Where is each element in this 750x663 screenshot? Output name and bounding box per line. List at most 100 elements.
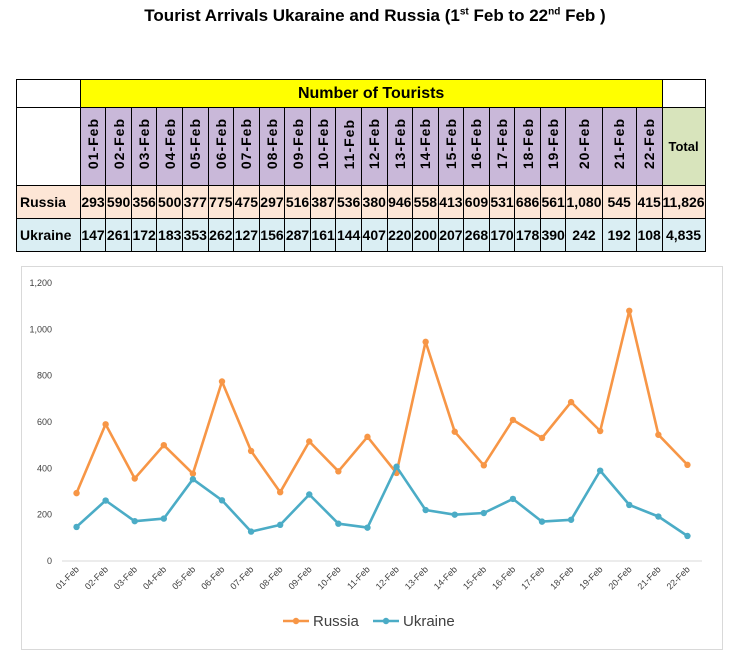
- data-point-ukraine: [335, 520, 342, 527]
- title-prefix: Tourist Arrivals Ukaraine and Russia (1: [144, 6, 460, 25]
- x-tick-label: 20-Feb: [606, 564, 633, 591]
- y-tick-label: 0: [47, 556, 52, 566]
- data-point-russia: [189, 470, 197, 477]
- x-tick-label: 13-Feb: [403, 564, 430, 591]
- table-header-row: Number of Tourists: [16, 79, 750, 108]
- x-tick-label: 02-Feb: [83, 564, 110, 591]
- date-header-label: 10-Feb: [315, 118, 332, 170]
- x-tick-label: 05-Feb: [170, 564, 197, 591]
- data-point-russia: [102, 421, 109, 428]
- date-header-cell: 17-Feb: [488, 107, 516, 186]
- data-point-russia: [364, 433, 371, 441]
- line-chart-svg: 0 200 400 600 800 1,000 1,200 01-Feb 02-Feb 03-Fe…: [29, 278, 702, 630]
- data-point-ukraine: [364, 524, 371, 531]
- date-header-cell: 10-Feb: [309, 107, 337, 186]
- series-line-ukraine: [75, 465, 689, 538]
- date-header-label: 12-Feb: [366, 118, 383, 170]
- y-tick-label: 800: [37, 371, 52, 381]
- data-point-ukraine: [596, 467, 604, 474]
- data-point-ukraine: [393, 463, 400, 470]
- table-cell: 609: [463, 185, 490, 219]
- data-point-ukraine: [131, 517, 138, 525]
- table-cell: 207: [437, 218, 465, 252]
- title-sup-2: nd: [548, 6, 561, 18]
- date-header-label: 14-Feb: [417, 118, 434, 170]
- table-cell: 475: [233, 185, 260, 219]
- date-header-label: 16-Feb: [468, 118, 485, 170]
- date-header-cell: 14-Feb: [412, 107, 439, 186]
- x-tick-label: 04-Feb: [141, 564, 168, 591]
- table-cell: 356: [130, 185, 158, 219]
- date-header-cell: 03-Feb: [130, 107, 158, 186]
- total-header: Total: [661, 107, 706, 186]
- data-point-ukraine: [626, 501, 633, 509]
- title-sup-1: st: [459, 6, 469, 18]
- date-header-label: 17-Feb: [494, 118, 511, 170]
- data-point-russia: [684, 461, 691, 469]
- table-cell: 946: [386, 185, 414, 219]
- date-header-cell: 01-Feb: [79, 107, 107, 186]
- table-cell: 545: [601, 185, 637, 219]
- date-header-cell: 15-Feb: [437, 107, 465, 186]
- data-point-ukraine: [276, 521, 284, 529]
- date-header-label: 05-Feb: [187, 118, 204, 170]
- x-tick-label: 12-Feb: [374, 564, 401, 591]
- data-point-russia: [655, 431, 662, 438]
- table-cell: 536: [335, 185, 362, 219]
- data-point-ukraine: [160, 515, 168, 522]
- date-header-label: 02-Feb: [110, 118, 127, 170]
- data-point-russia: [335, 468, 342, 475]
- date-header-cell: 08-Feb: [258, 107, 286, 186]
- table-cell: 775: [207, 185, 235, 219]
- date-header-cell: 16-Feb: [463, 107, 490, 186]
- table-cell: 407: [360, 218, 388, 252]
- table-cell: 1,080: [565, 185, 603, 219]
- date-header-label: 07-Feb: [238, 118, 255, 170]
- date-header-cell: 09-Feb: [284, 107, 311, 186]
- date-header-label: 19-Feb: [545, 118, 562, 170]
- table-cell: 108: [635, 218, 663, 252]
- date-header-cell: 18-Feb: [514, 107, 541, 186]
- legend-label-ukraine: Ukraine: [403, 613, 455, 630]
- table-cell: 377: [182, 185, 209, 219]
- data-point-russia: [247, 447, 255, 455]
- y-tick-label: 200: [37, 510, 52, 520]
- date-header-cell: 19-Feb: [539, 107, 567, 186]
- table-cell: 161: [309, 218, 337, 252]
- table-row: Russia 293 590 356 500 377 775 475 297 516 387 536 3…: [16, 185, 750, 219]
- data-point-russia: [306, 438, 313, 445]
- data-point-russia: [538, 434, 546, 442]
- date-header-label: 06-Feb: [212, 118, 229, 170]
- date-header-cell: 12-Feb: [360, 107, 388, 186]
- table-cell: 147: [79, 218, 107, 252]
- data-point-ukraine: [73, 523, 80, 531]
- data-point-russia: [596, 427, 604, 435]
- date-header-label: 11-Feb: [340, 118, 357, 170]
- table-cell: 156: [258, 218, 286, 252]
- x-tick-label: 07-Feb: [228, 564, 255, 591]
- data-point-russia: [567, 398, 575, 406]
- date-header-label: 09-Feb: [289, 118, 306, 170]
- table-cell: 558: [412, 185, 439, 219]
- date-header-label: 20-Feb: [575, 118, 592, 170]
- date-header-label: 01-Feb: [85, 118, 102, 170]
- table-corner-cell-right: [661, 79, 706, 108]
- table-cell: 287: [284, 218, 311, 252]
- date-header-cell: 13-Feb: [386, 107, 414, 186]
- row-total: 11,826: [661, 185, 706, 219]
- date-header-cell: 22-Feb: [635, 107, 663, 186]
- data-point-russia: [218, 378, 226, 385]
- x-tick-label: 10-Feb: [316, 564, 343, 591]
- x-tick-label: 18-Feb: [548, 564, 575, 591]
- data-point-russia: [73, 489, 80, 497]
- table-cell: 192: [601, 218, 637, 252]
- data-point-russia: [422, 338, 429, 346]
- table-cell: 127: [233, 218, 260, 252]
- table-cell: 178: [514, 218, 541, 252]
- row-total: 4,835: [661, 218, 706, 252]
- date-header-label: 08-Feb: [263, 118, 280, 170]
- data-point-ukraine: [509, 495, 517, 503]
- legend-label-russia: Russia: [313, 613, 360, 630]
- row-label: Russia: [16, 185, 81, 219]
- data-point-russia: [451, 428, 458, 435]
